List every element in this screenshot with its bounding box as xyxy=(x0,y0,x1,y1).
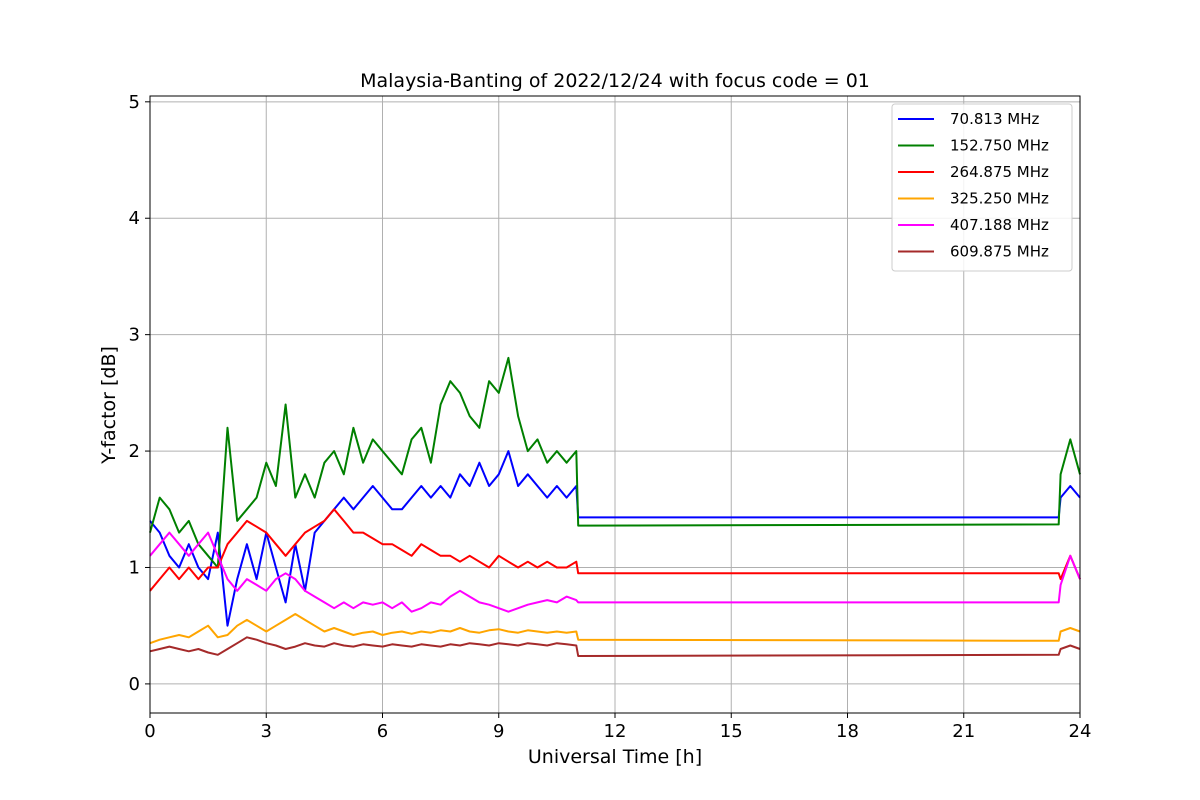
y-axis-title: Y-factor [dB] xyxy=(98,346,120,465)
series-line-1 xyxy=(149,356,1081,569)
x-tick-label: 15 xyxy=(720,721,743,742)
x-tick-label: 0 xyxy=(144,721,155,742)
series-line-3 xyxy=(149,613,1081,645)
legend-label: 264.875 MHz xyxy=(950,163,1049,181)
series-line-5 xyxy=(149,636,1081,657)
series-line-0 xyxy=(149,450,1081,627)
x-tick-label: 21 xyxy=(952,721,975,742)
legend-label: 152.750 MHz xyxy=(950,137,1049,155)
chart-title: Malaysia-Banting of 2022/12/24 with focu… xyxy=(360,70,870,92)
series-line-2 xyxy=(149,508,1081,592)
y-tick-label: 1 xyxy=(129,557,140,578)
series-layer xyxy=(149,356,1081,657)
legend-label: 70.813 MHz xyxy=(950,110,1039,128)
series-line-4 xyxy=(149,531,1081,613)
legend-label: 325.250 MHz xyxy=(950,190,1049,208)
y-tick-label: 5 xyxy=(129,92,140,113)
x-tick-label: 12 xyxy=(604,721,627,742)
x-tick-label: 9 xyxy=(493,721,504,742)
legend: 70.813 MHz 152.750 MHz 264.875 MHz 325.250 … xyxy=(891,103,1073,272)
x-tick-label: 6 xyxy=(377,721,388,742)
y-tick-label: 3 xyxy=(129,325,140,346)
y-tick-label: 4 xyxy=(129,208,140,229)
legend-box xyxy=(891,103,1073,272)
x-tick-label: 3 xyxy=(261,721,272,742)
legend-label: 609.875 MHz xyxy=(950,243,1049,261)
x-tick-label: 18 xyxy=(836,721,859,742)
x-tick-label: 24 xyxy=(1069,721,1092,742)
y-tick-label: 0 xyxy=(129,674,140,695)
x-axis-title: Universal Time [h] xyxy=(528,746,702,768)
legend-label: 407.188 MHz xyxy=(950,216,1049,234)
y-tick-label: 2 xyxy=(129,441,140,462)
